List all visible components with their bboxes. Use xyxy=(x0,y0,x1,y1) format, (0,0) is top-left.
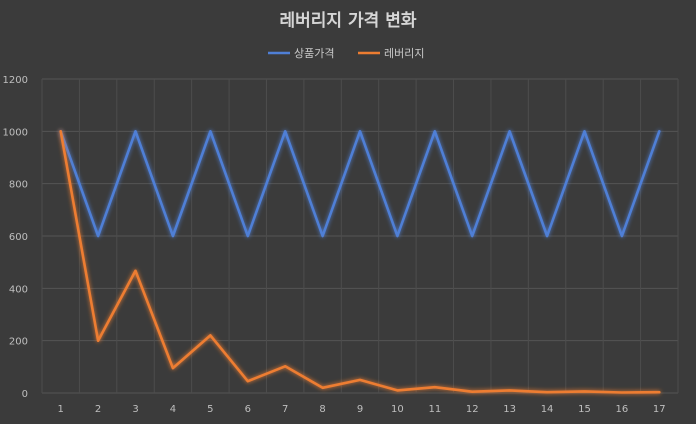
x-tick-label: 2 xyxy=(95,404,101,415)
x-axis-ticks: 1 2 3 4 5 6 7 8 9 10 11 12 13 14 15 16 17 xyxy=(58,404,666,415)
x-tick-label: 3 xyxy=(132,404,138,415)
y-tick-label: 600 xyxy=(9,232,28,243)
x-tick-label: 7 xyxy=(282,404,288,415)
y-tick-label: 1200 xyxy=(3,75,28,86)
y-tick-label: 800 xyxy=(9,180,28,191)
legend-label-series-1: 상품가격 xyxy=(294,47,334,60)
x-tick-label: 8 xyxy=(319,404,325,415)
y-tick-label: 1000 xyxy=(3,127,28,138)
grid xyxy=(41,78,679,394)
chart-title: 레버리지 가격 변화 xyxy=(280,11,417,31)
y-axis-ticks: 0 200 400 600 800 1000 1200 xyxy=(3,75,28,400)
x-tick-label: 10 xyxy=(391,404,404,415)
series-line-1 xyxy=(59,130,661,238)
x-tick-label: 16 xyxy=(616,404,629,415)
x-tick-label: 4 xyxy=(170,404,176,415)
legend: 상품가격 레버리지 xyxy=(268,47,424,60)
x-tick-label: 15 xyxy=(578,404,591,415)
x-tick-label: 14 xyxy=(541,404,554,415)
x-tick-label: 9 xyxy=(357,404,363,415)
legend-label-series-2: 레버리지 xyxy=(384,47,424,60)
x-tick-label: 17 xyxy=(653,404,666,415)
x-tick-label: 12 xyxy=(466,404,479,415)
x-tick-label: 11 xyxy=(428,404,441,415)
x-tick-label: 1 xyxy=(58,404,64,415)
x-tick-label: 6 xyxy=(245,404,251,415)
series-line-2 xyxy=(59,130,661,394)
x-tick-label: 13 xyxy=(503,404,516,415)
y-tick-label: 400 xyxy=(9,284,28,295)
y-tick-label: 0 xyxy=(22,389,28,400)
x-tick-label: 5 xyxy=(207,404,213,415)
series-lines xyxy=(59,130,661,394)
y-tick-label: 200 xyxy=(9,337,28,348)
